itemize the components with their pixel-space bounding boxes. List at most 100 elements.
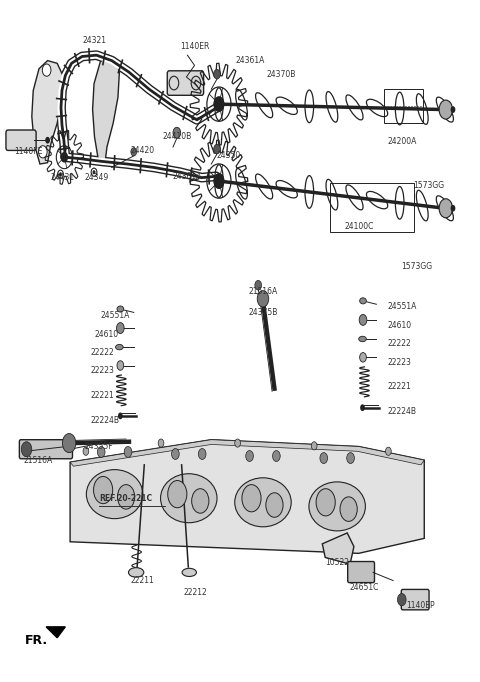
Text: 24610: 24610 <box>94 329 118 339</box>
Circle shape <box>359 314 367 325</box>
Circle shape <box>246 451 253 462</box>
Ellipse shape <box>117 306 124 312</box>
Ellipse shape <box>160 474 217 522</box>
Ellipse shape <box>235 478 291 527</box>
Circle shape <box>257 291 269 307</box>
Circle shape <box>360 353 366 362</box>
Circle shape <box>214 145 220 154</box>
FancyBboxPatch shape <box>6 130 36 151</box>
Circle shape <box>214 70 220 79</box>
Text: 22222: 22222 <box>387 339 411 349</box>
Circle shape <box>118 413 123 419</box>
Circle shape <box>83 447 89 456</box>
Text: 24349: 24349 <box>84 173 108 182</box>
Circle shape <box>235 439 240 447</box>
Circle shape <box>45 137 50 144</box>
Text: REF.20-221C: REF.20-221C <box>99 494 152 503</box>
Circle shape <box>117 361 124 370</box>
Circle shape <box>312 442 317 450</box>
Bar <box>384 89 423 123</box>
Circle shape <box>173 128 180 138</box>
Ellipse shape <box>182 568 196 576</box>
Text: 1140EP: 1140EP <box>407 601 435 610</box>
Circle shape <box>266 493 283 517</box>
Circle shape <box>131 148 137 156</box>
Polygon shape <box>70 440 424 466</box>
Circle shape <box>439 100 453 119</box>
Text: 24375B: 24375B <box>249 308 278 317</box>
Circle shape <box>385 447 391 456</box>
Circle shape <box>255 280 262 290</box>
Text: 22221: 22221 <box>91 391 114 400</box>
Circle shape <box>124 447 132 458</box>
Text: 22224B: 22224B <box>387 407 417 416</box>
Text: 22211: 22211 <box>131 576 155 585</box>
Text: 24431: 24431 <box>51 173 75 182</box>
Text: 21516A: 21516A <box>249 287 278 296</box>
Text: 24610: 24610 <box>387 321 411 330</box>
Circle shape <box>42 64 51 76</box>
Text: 22223: 22223 <box>387 357 411 367</box>
FancyBboxPatch shape <box>401 589 429 610</box>
Text: 24361A: 24361A <box>172 172 202 181</box>
Text: 24370B: 24370B <box>266 70 296 78</box>
Circle shape <box>198 449 206 460</box>
Circle shape <box>347 453 354 464</box>
Circle shape <box>451 205 456 211</box>
Circle shape <box>316 489 335 516</box>
Circle shape <box>21 442 32 457</box>
Ellipse shape <box>86 470 143 518</box>
Text: 1140ER: 1140ER <box>180 42 210 51</box>
Text: 1573GG: 1573GG <box>401 262 432 271</box>
Text: 22221: 22221 <box>387 382 411 391</box>
Circle shape <box>171 449 179 460</box>
Text: 22222: 22222 <box>91 348 114 357</box>
Circle shape <box>168 481 187 508</box>
Circle shape <box>38 146 47 158</box>
Text: FR.: FR. <box>24 634 48 647</box>
Circle shape <box>94 477 113 504</box>
Text: 22223: 22223 <box>91 366 115 376</box>
Circle shape <box>117 323 124 333</box>
Circle shape <box>340 497 357 521</box>
Circle shape <box>118 485 135 509</box>
Circle shape <box>439 198 453 218</box>
Bar <box>330 183 414 232</box>
Ellipse shape <box>116 344 123 350</box>
FancyBboxPatch shape <box>167 71 204 95</box>
Text: 1573GG: 1573GG <box>413 181 444 190</box>
Circle shape <box>320 453 327 464</box>
Text: 22212: 22212 <box>183 589 207 597</box>
Ellipse shape <box>359 336 366 342</box>
Polygon shape <box>46 627 65 638</box>
Polygon shape <box>32 61 63 164</box>
Circle shape <box>213 96 225 112</box>
Text: 24420: 24420 <box>131 146 155 155</box>
Ellipse shape <box>309 482 365 531</box>
Text: 24551A: 24551A <box>100 311 130 321</box>
Circle shape <box>242 485 261 512</box>
Polygon shape <box>70 440 424 553</box>
Text: 24361A: 24361A <box>235 56 264 65</box>
Text: 1140FE: 1140FE <box>14 147 42 156</box>
Circle shape <box>273 451 280 462</box>
Text: 24321: 24321 <box>82 35 106 44</box>
Circle shape <box>397 593 406 606</box>
Text: 21516A: 21516A <box>24 456 53 464</box>
Polygon shape <box>323 533 354 564</box>
Circle shape <box>62 434 76 453</box>
Circle shape <box>60 152 68 162</box>
Text: 24355F: 24355F <box>84 442 113 451</box>
Ellipse shape <box>129 567 144 577</box>
Text: 24200A: 24200A <box>387 137 417 146</box>
Text: 24100C: 24100C <box>344 222 374 231</box>
Circle shape <box>360 404 365 411</box>
Circle shape <box>158 439 164 447</box>
FancyBboxPatch shape <box>348 561 374 582</box>
Polygon shape <box>93 55 120 163</box>
Text: 22224B: 22224B <box>91 416 120 425</box>
Text: 10522: 10522 <box>325 558 349 567</box>
Circle shape <box>97 447 105 458</box>
Circle shape <box>451 106 456 113</box>
Circle shape <box>59 173 62 176</box>
